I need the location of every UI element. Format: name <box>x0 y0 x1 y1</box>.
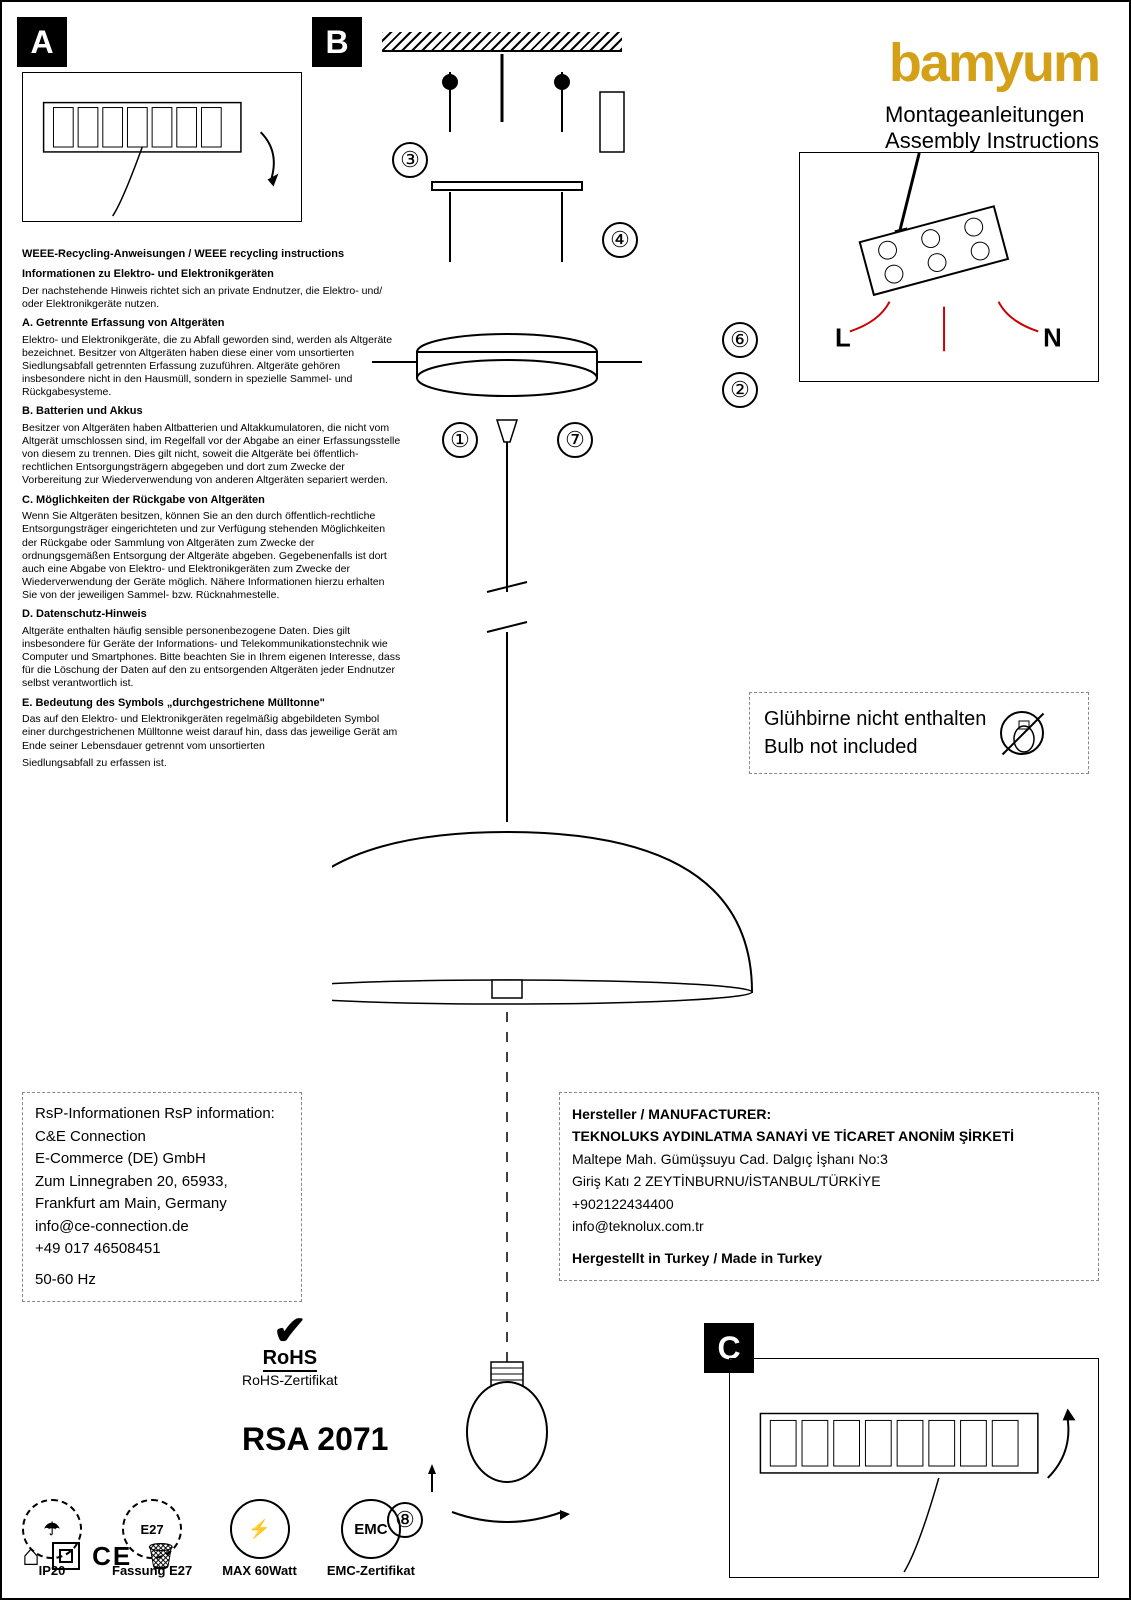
brand-logo: bamyum <box>889 32 1099 94</box>
manuf-madein: Hergestellt in Turkey / Made in Turkey <box>572 1247 1086 1269</box>
bolt-icon: ⚡ <box>230 1499 290 1559</box>
emc-icon: EMC <box>341 1499 401 1559</box>
subtitle-de: Montageanleitungen <box>885 102 1099 128</box>
step-7: ⑦ <box>557 422 593 458</box>
manuf-name: TEKNOLUKS AYDINLATMA SANAYİ VE TİCARET A… <box>572 1125 1086 1147</box>
bulb-notice-de: Glühbirne nicht enthalten <box>764 705 986 733</box>
wiring-detail-inset: L N <box>799 152 1099 382</box>
rohs-text: RoHS <box>263 1347 317 1372</box>
rsp-company2: E-Commerce (DE) GmbH <box>35 1148 289 1171</box>
manuf-title: Hersteller / MANUFACTURER: <box>572 1103 1086 1125</box>
rohs-label: RoHS-Zertifikat <box>242 1372 338 1388</box>
step-6: ⑥ <box>722 322 758 358</box>
rsp-information-box: RsP-Informationen RsP information: C&E C… <box>22 1092 302 1302</box>
house-icon: ⌂ <box>22 1539 40 1573</box>
manufacturer-box: Hersteller / MANUFACTURER: TEKNOLUKS AYD… <box>559 1092 1099 1281</box>
bulb-notice-en: Bulb not included <box>764 733 986 761</box>
rsp-phone: +49 017 46508451 <box>35 1238 289 1261</box>
cert-rohs: ✔ RoHS RoHS-Zertifikat <box>242 1315 338 1388</box>
rsp-addr2: Frankfurt am Main, Germany <box>35 1193 289 1216</box>
document-subtitle: Montageanleitungen Assembly Instructions <box>885 102 1099 155</box>
ce-mark: CE <box>92 1541 132 1572</box>
manuf-addr2: Giriş Katı 2 ZEYTİNBURNU/İSTANBUL/TÜRKİY… <box>572 1170 1086 1192</box>
weee-bin-icon: 🗑 <box>144 1541 177 1572</box>
panel-c-illustration <box>729 1358 1099 1578</box>
step-4: ④ <box>602 222 638 258</box>
step-2: ② <box>722 372 758 408</box>
step-1: ① <box>442 422 478 458</box>
no-bulb-icon <box>1000 711 1044 755</box>
cert-emc: EMC EMC-Zertifikat <box>327 1499 415 1578</box>
subtitle-en: Assembly Instructions <box>885 128 1099 154</box>
panel-a-illustration <box>22 72 302 222</box>
rsp-title: RsP-Informationen RsP information: <box>35 1103 289 1126</box>
manuf-phone: +902122434400 <box>572 1193 1086 1215</box>
class2-icon <box>52 1542 80 1570</box>
rsp-freq: 50-60 Hz <box>35 1269 289 1292</box>
bulb-not-included-notice: Glühbirne nicht enthalten Bulb not inclu… <box>749 692 1089 774</box>
wiring-l-label: L <box>835 324 851 352</box>
manuf-addr1: Maltepe Mah. Gümüşsuyu Cad. Dalgıç İşhan… <box>572 1148 1086 1170</box>
manuf-email: info@teknolux.com.tr <box>572 1215 1086 1237</box>
rsp-email: info@ce-connection.de <box>35 1216 289 1239</box>
check-icon: ✔ <box>242 1315 338 1347</box>
wiring-n-label: N <box>1043 324 1062 352</box>
cert-maxwatt-label: MAX 60Watt <box>222 1563 297 1578</box>
model-number: RSA 2071 <box>242 1421 388 1458</box>
step-3: ③ <box>392 142 428 178</box>
rsp-addr1: Zum Linnegraben 20, 65933, <box>35 1171 289 1194</box>
cert-emc-label: EMC-Zertifikat <box>327 1563 415 1578</box>
assembly-diagram <box>332 32 772 1532</box>
cert-maxwatt: ⚡ MAX 60Watt <box>222 1499 297 1578</box>
rsp-company: C&E Connection <box>35 1126 289 1149</box>
compliance-icons-row: ⌂ CE 🗑 <box>22 1539 177 1573</box>
panel-a-label: A <box>17 17 67 67</box>
